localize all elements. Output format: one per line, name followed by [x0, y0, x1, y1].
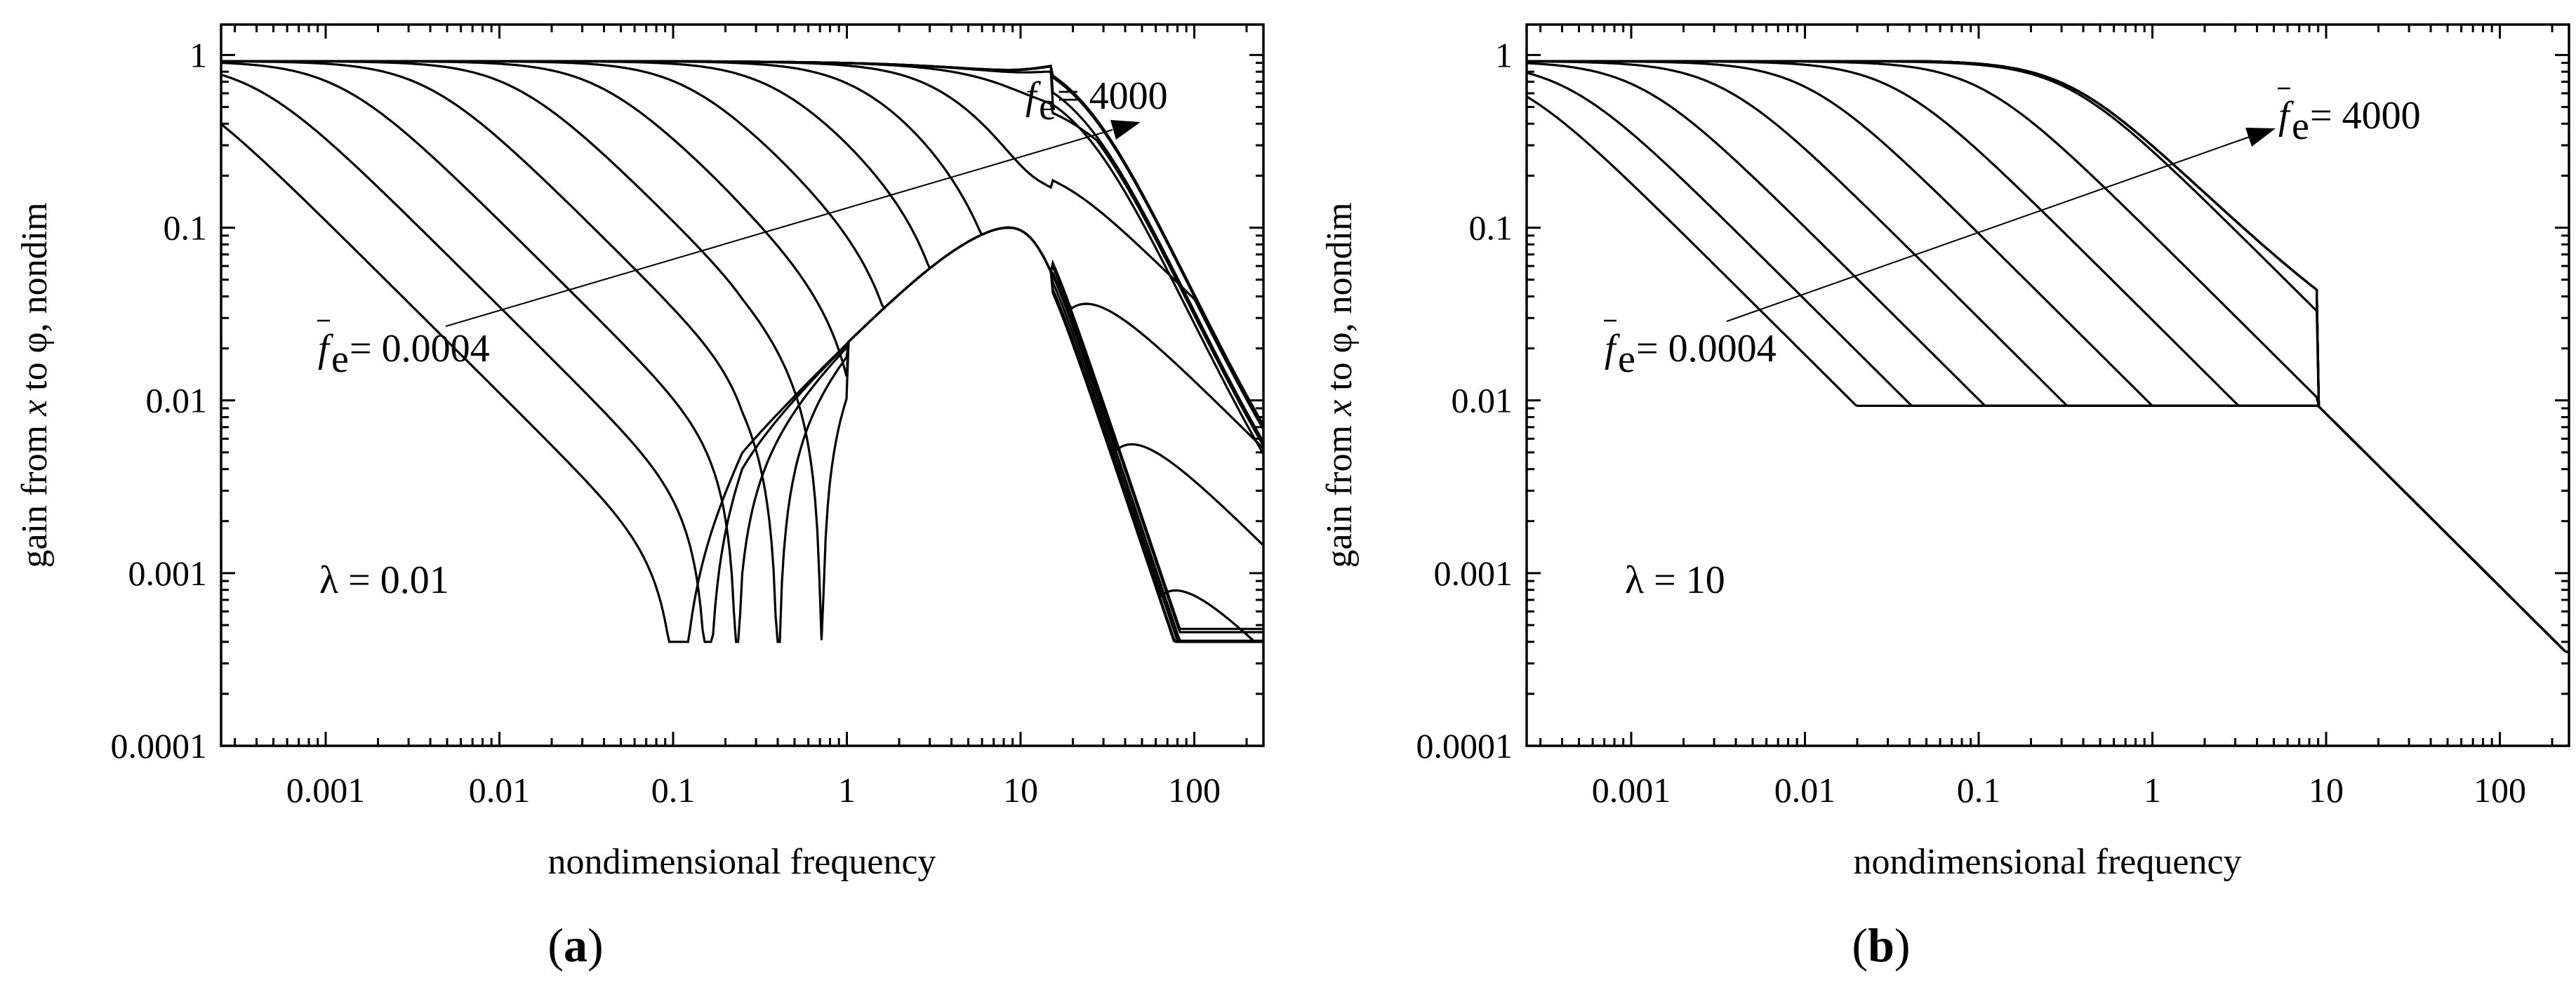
trend-arrowhead: [1110, 120, 1141, 140]
axis-ticks: [221, 25, 1263, 747]
trend-arrow: [445, 129, 1113, 327]
series-line: [221, 60, 1265, 447]
series-line: [221, 60, 1265, 443]
series-line: [221, 60, 1263, 643]
trend-arrow: [1726, 136, 2250, 322]
fe-annotation-high: f e = 4000: [2278, 87, 2421, 148]
x-tick-label: 100: [1168, 770, 1221, 810]
panel-label: (a): [547, 918, 603, 972]
y-tick-label: 0.01: [146, 381, 208, 420]
y-tick-label: 0.01: [1452, 381, 1513, 420]
x-tick-label: 0.001: [286, 770, 366, 810]
x-tick-label: 100: [2474, 770, 2526, 810]
y-tick-label: 1: [1495, 35, 1513, 74]
x-tick-label: 0.1: [1957, 770, 2001, 810]
fe-high-value: = 4000: [2310, 94, 2421, 138]
y-axis-label: gain from x to φ, nondim: [15, 202, 55, 568]
y-tick-labels: 0.0001 0.001 0.01 0.1 1: [1416, 35, 1513, 765]
x-tick-labels: 0.001 0.01 0.1 1 10 100: [1592, 770, 2526, 810]
x-tick-label: 0.01: [1774, 770, 1836, 810]
lambda-label: λ = 10: [1625, 558, 1725, 602]
fe-subscript: e: [1618, 337, 1635, 381]
panel-a: 0.001 0.01 0.1 1 10 100 0.0001 0.001 0.01 0.1 1 n…: [15, 23, 1265, 972]
x-tick-label: 1: [838, 770, 856, 810]
plot-frame: [220, 23, 1265, 747]
series-line: [1527, 60, 2569, 653]
fe-subscript: e: [2292, 105, 2309, 148]
x-tick-label: 0.01: [469, 770, 531, 810]
axis-ticks: [1527, 25, 2569, 747]
series-line: [221, 60, 1265, 455]
series-line: [220, 73, 1263, 643]
y-tick-label: 0.0001: [1416, 726, 1513, 765]
y-tick-label: 0.001: [128, 554, 208, 593]
x-tick-label: 10: [2309, 770, 2344, 810]
y-tick-label: 1: [190, 35, 207, 74]
series-group: [220, 60, 1265, 643]
trend-arrowhead: [2245, 128, 2276, 147]
panel-label: (b): [1852, 918, 1910, 972]
x-axis-label: nondimensional frequency: [1853, 842, 2241, 882]
x-tick-labels: 0.001 0.01 0.1 1 10 100: [286, 770, 1221, 810]
fe-annotation-low: f e = 0.0004: [1604, 319, 1777, 381]
x-tick-label: 10: [1003, 770, 1038, 810]
fe-high-value: = 4000: [1057, 74, 1168, 118]
lambda-label: λ = 0.01: [319, 558, 449, 602]
y-tick-label: 0.001: [1434, 554, 1513, 593]
panel-b: 0.001 0.01 0.1 1 10 100 0.0001 0.001 0.01 0.1 1 n…: [1320, 23, 2570, 972]
x-axis-label: nondimensional frequency: [547, 842, 936, 882]
fe-low-value: = 0.0004: [1636, 327, 1777, 370]
series-line: [221, 60, 1265, 426]
y-axis-label: gain from x to φ, nondim: [1320, 202, 1360, 568]
series-line: [221, 60, 1265, 450]
y-tick-label: 0.1: [1469, 208, 1513, 248]
fe-annotation-low: f e = 0.0004: [317, 319, 490, 381]
y-tick-label: 0.1: [164, 208, 208, 248]
y-tick-labels: 0.0001 0.001 0.01 0.1 1: [111, 35, 208, 765]
y-tick-label: 0.0001: [111, 726, 208, 765]
x-tick-label: 0.001: [1592, 770, 1671, 810]
series-group: [1526, 60, 2569, 653]
x-tick-label: 1: [2144, 770, 2161, 810]
fe-annotation-high: f e = 4000: [1025, 67, 1168, 128]
fe-low-value: = 0.0004: [350, 327, 490, 370]
plot-frame: [1525, 23, 2570, 747]
fe-subscript: e: [331, 337, 349, 381]
x-tick-label: 0.1: [651, 770, 696, 810]
fe-subscript: e: [1039, 85, 1056, 128]
